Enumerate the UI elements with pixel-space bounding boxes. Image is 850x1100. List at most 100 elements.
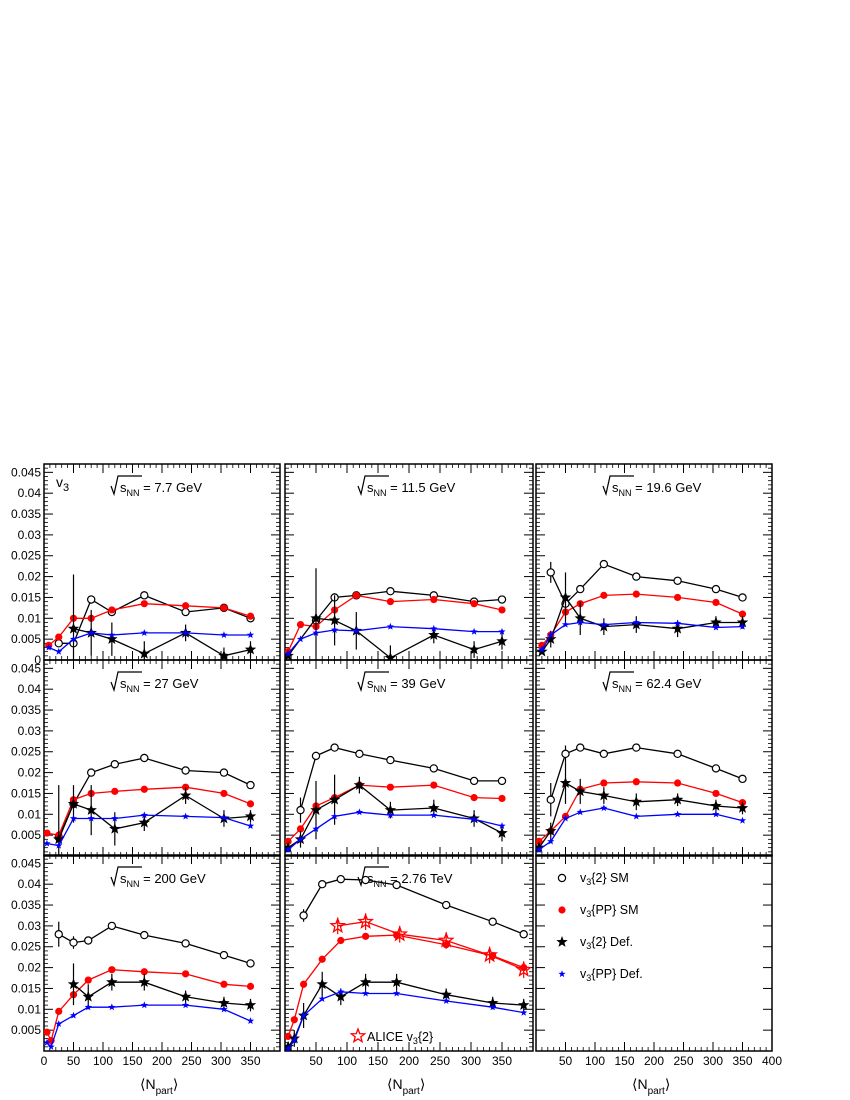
title-sub: NN (374, 684, 387, 694)
data-point (86, 768, 96, 777)
series-v3-pp-sm (285, 591, 506, 656)
data-point (386, 598, 394, 606)
data-point (712, 623, 720, 631)
title-s: s (367, 676, 374, 691)
data-point (140, 600, 148, 608)
title-energy: = 2.76 TeV (387, 871, 453, 886)
legend-marker (556, 936, 568, 947)
series-v3-pp-def- (44, 1001, 255, 1050)
data-point (430, 781, 438, 789)
data-point (218, 997, 230, 1008)
data-point (489, 1003, 497, 1011)
x-tick-label: 0 (41, 1054, 48, 1068)
data-point (630, 795, 643, 807)
alice-sub: 3 (413, 1036, 418, 1046)
data-point (600, 779, 608, 787)
legend-v: v (580, 967, 587, 981)
data-point (285, 837, 292, 846)
data-point (547, 631, 555, 639)
data-area (285, 743, 508, 853)
data-point (108, 606, 116, 614)
x-tick-label: 200 (399, 1054, 419, 1068)
y-tick-label: 0.025 (11, 940, 41, 954)
x-title-main: ⟨N (140, 1076, 156, 1092)
alice-rest: {2} (418, 1030, 433, 1044)
y-tick-label: 0.045 (11, 465, 41, 479)
data-point (318, 995, 326, 1002)
x-tick-label: 100 (93, 1054, 113, 1068)
data-point (574, 612, 586, 624)
data-point (498, 627, 506, 635)
data-point (545, 633, 557, 644)
data-point (428, 628, 440, 640)
data-point (386, 783, 394, 791)
legend-rest: {2} SM (591, 871, 629, 885)
data-point (600, 804, 608, 812)
x-tick-label: 300 (703, 1054, 723, 1068)
data-point (296, 825, 305, 833)
sqrt-sign (110, 866, 142, 888)
legend-entry: v3{PP} Def. (558, 967, 643, 983)
x-tick-label: 250 (430, 1054, 450, 1068)
data-point (312, 825, 320, 832)
legend-sub: 3 (586, 941, 591, 951)
data-point (352, 627, 360, 634)
title-s: s (612, 676, 619, 691)
panel-title: sNN = 200 GeV (110, 866, 206, 889)
data-point (244, 810, 257, 822)
y-tick-label: 0.02 (18, 961, 42, 975)
series-v3-2-def- (53, 785, 257, 856)
data-point (488, 917, 497, 926)
panel-4: 0.005 0.01 0.015 0.02 0.025 0.03 0.035 0.04 0.04… (11, 659, 281, 857)
data-point (337, 987, 345, 995)
data-point (84, 1003, 92, 1011)
data-point (736, 802, 749, 813)
series-v3-pp-def- (285, 622, 506, 657)
title-sub: NN (619, 684, 632, 694)
series-line (48, 632, 251, 653)
y-tick-label: 0 (34, 653, 41, 667)
data-point (335, 990, 347, 1002)
y-tick-label: 0.04 (18, 486, 42, 500)
data-point (710, 616, 722, 628)
legend-v: v (580, 935, 587, 949)
title-sub: NN (127, 879, 140, 889)
data-point (574, 785, 586, 797)
title-s: s (612, 480, 619, 495)
data-point (355, 749, 364, 759)
panel-1: 0 0.005 0.01 0.015 0.02 0.025 0.03 0.035 0.04 0.0… (11, 463, 281, 667)
data-point (576, 618, 584, 626)
x-tick-label: 150 (122, 1054, 142, 1068)
panel-title: sNN = 27 GeV (110, 671, 199, 694)
legend-label: v3{PP} Def. (580, 967, 643, 983)
data-point (497, 595, 507, 604)
x-title-sub: part (403, 1086, 420, 1097)
x-tick-label: 50 (309, 1054, 323, 1068)
data-point (576, 743, 585, 752)
title-energy: = 27 GeV (140, 676, 199, 691)
x-tick-label: 300 (211, 1054, 231, 1068)
data-point (336, 874, 345, 884)
data-point (738, 593, 747, 602)
series-v3-pp-def- (536, 804, 747, 853)
data-point (632, 590, 640, 598)
title-energy: = 200 GeV (140, 871, 206, 886)
data-area (536, 743, 749, 853)
x-title-sub: part (156, 1086, 173, 1097)
data-point (316, 978, 328, 990)
data-point (545, 824, 557, 836)
data-point (576, 584, 585, 594)
data-point (181, 629, 190, 636)
data-point (392, 880, 401, 890)
data-point (138, 647, 151, 659)
panel-title-label: sNN = 39 GeV (367, 676, 446, 694)
data-point (430, 595, 438, 604)
title-s: s (367, 480, 374, 495)
data-point (442, 900, 451, 910)
legend-rest: {PP} Def. (591, 967, 642, 981)
x-tick-label: 250 (673, 1054, 693, 1068)
data-point (497, 776, 507, 786)
x-tick-label: 100 (585, 1054, 605, 1068)
data-point (674, 593, 682, 602)
data-point (486, 997, 499, 1008)
